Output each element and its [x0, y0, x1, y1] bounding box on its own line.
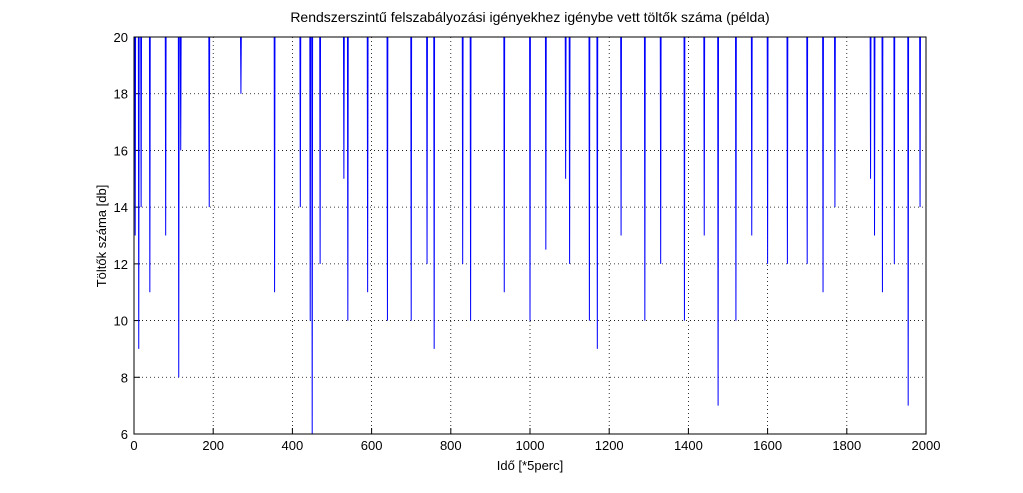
x-tick-label: 1800 [832, 438, 861, 453]
chart-title: Rendszerszintű felszabályozási igényekhe… [290, 9, 769, 25]
x-tick-label: 1000 [516, 438, 545, 453]
x-tick-label: 1600 [753, 438, 782, 453]
y-tick-label: 14 [114, 200, 128, 215]
x-tick-label: 400 [282, 438, 304, 453]
y-tick-label: 10 [114, 314, 128, 329]
y-tick-label: 8 [121, 370, 128, 385]
y-tick-label: 6 [121, 427, 128, 442]
x-tick-label: 0 [130, 438, 137, 453]
y-tick-label: 16 [114, 143, 128, 158]
x-tick-label: 1200 [595, 438, 624, 453]
x-tick-label: 1400 [674, 438, 703, 453]
y-tick-label: 18 [114, 87, 128, 102]
x-tick-label: 800 [440, 438, 462, 453]
x-tick-label: 600 [361, 438, 383, 453]
y-tick-label: 20 [114, 30, 128, 45]
x-tick-label: 200 [202, 438, 224, 453]
x-tick-label: 2000 [912, 438, 941, 453]
plot-frame [133, 36, 927, 435]
y-tick-label: 12 [114, 257, 128, 272]
x-axis-label: Idő [*5perc] [497, 458, 564, 473]
y-axis-label: Töltők száma [db] [94, 185, 109, 288]
